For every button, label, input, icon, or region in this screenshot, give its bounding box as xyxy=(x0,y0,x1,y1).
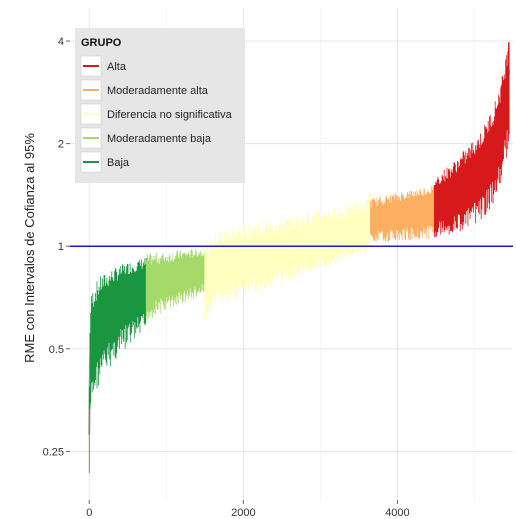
y-tick-label: 0.25 xyxy=(43,446,64,458)
data-series xyxy=(88,42,511,473)
axes: 0 2000 4000 0.25 0.5 1 2 4 xyxy=(43,36,410,519)
x-tick-label: 4000 xyxy=(385,507,409,519)
series-moderadamente-baja xyxy=(145,248,206,320)
x-tick-label: 2000 xyxy=(231,507,255,519)
x-tick-label: 0 xyxy=(86,507,92,519)
series-moderadamente-alta xyxy=(370,185,435,243)
legend-label-moderadamente-alta: Moderadamente alta xyxy=(107,85,209,97)
legend-label-alta: Alta xyxy=(107,61,127,73)
ci-bars-moderadamente-alta xyxy=(370,185,435,243)
legend-label-diferencia-no-significativa: Diferencia no significativa xyxy=(107,109,233,121)
series-alta xyxy=(434,42,510,238)
legend-title: GRUPO xyxy=(81,37,122,49)
y-axis-title: RME con Intervalos de Cofianza al 95% xyxy=(22,133,37,363)
legend-label-baja: Baja xyxy=(107,157,130,169)
y-tick-label: 4 xyxy=(58,36,64,48)
ci-bars-baja xyxy=(88,258,147,473)
y-tick-label: 2 xyxy=(58,139,64,151)
legend: GRUPO Alta Moderadamente alta Diferencia n… xyxy=(75,28,245,183)
series-baja xyxy=(88,258,147,473)
y-tick-label: 0.5 xyxy=(49,344,64,356)
legend-label-moderadamente-baja: Moderadamente baja xyxy=(107,133,212,145)
legend-items: Alta Moderadamente alta Diferencia no sign… xyxy=(80,55,233,173)
ci-bars-alta xyxy=(434,42,510,238)
legend-background xyxy=(75,28,245,183)
y-tick-label: 1 xyxy=(58,241,64,253)
ci-bars-moderadamente-baja xyxy=(145,248,206,320)
